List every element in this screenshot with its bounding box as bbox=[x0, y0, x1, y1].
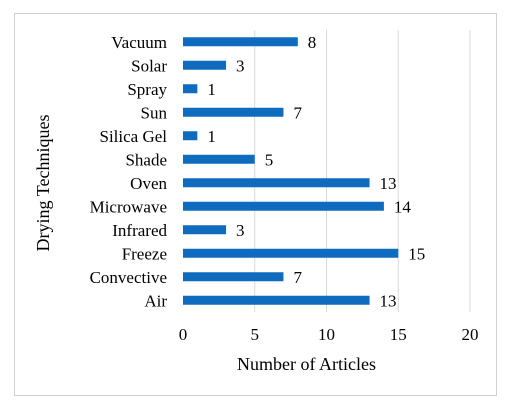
data-label-infrared: 3 bbox=[236, 221, 245, 240]
data-label-oven: 13 bbox=[380, 174, 397, 193]
category-label-freeze: Freeze bbox=[122, 244, 167, 263]
bar-spray bbox=[183, 84, 198, 94]
bar-infrared bbox=[183, 225, 227, 235]
data-label-microwave: 14 bbox=[394, 197, 412, 216]
data-label-silica-gel: 1 bbox=[207, 127, 216, 146]
data-label-freeze: 15 bbox=[408, 244, 425, 263]
bar-solar bbox=[183, 60, 227, 70]
category-label-infrared: Infrared bbox=[112, 221, 167, 240]
category-label-silica-gel: Silica Gel bbox=[99, 127, 167, 146]
bar-convective bbox=[183, 272, 284, 282]
data-label-sun: 7 bbox=[293, 103, 302, 122]
bar-freeze bbox=[183, 248, 399, 258]
bar-sun bbox=[183, 107, 284, 117]
category-label-spray: Spray bbox=[127, 80, 167, 99]
bar-air bbox=[183, 295, 370, 305]
category-labels: Vacuum Solar Spray Sun Silica Gel Shade Oven Mi… bbox=[90, 33, 168, 311]
bar-shade bbox=[183, 154, 255, 164]
x-tick-15: 15 bbox=[390, 325, 407, 344]
bar-vacuum bbox=[183, 37, 298, 47]
x-tick-0: 0 bbox=[179, 325, 188, 344]
x-tick-5: 5 bbox=[251, 325, 260, 344]
category-label-convective: Convective bbox=[90, 268, 167, 287]
gridlines bbox=[254, 30, 471, 312]
data-label-shade: 5 bbox=[265, 150, 274, 169]
data-label-spray: 1 bbox=[207, 80, 216, 99]
bar-microwave bbox=[183, 201, 384, 211]
data-label-solar: 3 bbox=[236, 56, 245, 75]
category-label-air: Air bbox=[144, 291, 167, 310]
x-tick-10: 10 bbox=[318, 325, 335, 344]
bar-oven bbox=[183, 178, 370, 188]
data-label-air: 13 bbox=[380, 291, 397, 310]
x-tick-labels: 0 5 10 15 20 bbox=[179, 325, 479, 344]
bars bbox=[183, 37, 399, 305]
data-label-vacuum: 8 bbox=[308, 33, 317, 52]
bar-silica-gel bbox=[183, 131, 198, 141]
category-label-solar: Solar bbox=[131, 56, 167, 75]
category-label-sun: Sun bbox=[141, 103, 168, 122]
x-tick-20: 20 bbox=[462, 325, 479, 344]
category-label-microwave: Microwave bbox=[90, 197, 167, 216]
category-label-oven: Oven bbox=[130, 174, 167, 193]
data-label-convective: 7 bbox=[293, 268, 302, 287]
x-axis-title: Number of Articles bbox=[237, 354, 376, 374]
category-label-shade: Shade bbox=[125, 150, 167, 169]
y-axis-title: Drying Techniques bbox=[33, 115, 53, 252]
category-label-vacuum: Vacuum bbox=[111, 33, 167, 52]
